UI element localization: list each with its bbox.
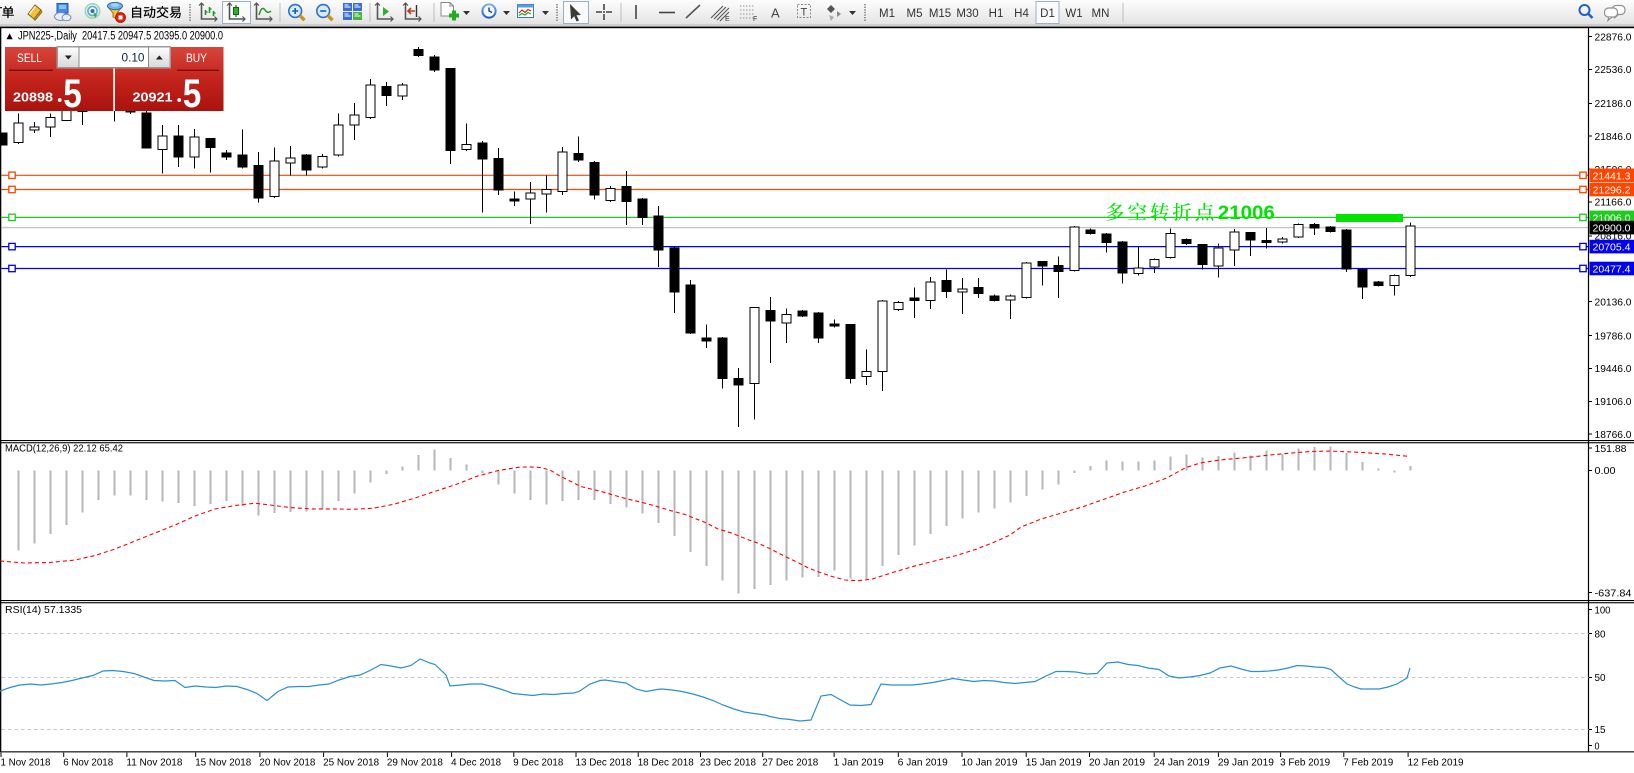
svg-text:H1: H1 (989, 8, 1004, 20)
svg-text:MACD(12,26,9) 22.12 65.42: MACD(12,26,9) 22.12 65.42 (5, 443, 123, 455)
svg-text:25 Nov 2018: 25 Nov 2018 (323, 757, 379, 769)
svg-text:T: T (801, 7, 808, 19)
svg-text:3 Feb 2019: 3 Feb 2019 (1280, 757, 1330, 769)
svg-text:20705.4: 20705.4 (1593, 242, 1631, 254)
svg-text:20477.4: 20477.4 (1593, 264, 1631, 276)
svg-text:19106.0: 19106.0 (1595, 396, 1632, 408)
svg-text:20921: 20921 (133, 90, 173, 105)
svg-text:20136.0: 20136.0 (1595, 296, 1632, 308)
svg-text:6 Jan 2019: 6 Jan 2019 (898, 757, 948, 769)
svg-text:23 Dec 2018: 23 Dec 2018 (700, 757, 756, 769)
svg-text:BUY: BUY (186, 53, 207, 65)
svg-text:24 Jan 2019: 24 Jan 2019 (1154, 757, 1210, 769)
svg-text:21006: 21006 (1218, 202, 1275, 224)
svg-text:12 Feb 2019: 12 Feb 2019 (1408, 757, 1464, 769)
svg-text:50: 50 (1595, 672, 1606, 684)
svg-text:20 Jan 2019: 20 Jan 2019 (1089, 757, 1145, 769)
svg-text:0.00: 0.00 (1595, 465, 1616, 477)
svg-text:20 Nov 2018: 20 Nov 2018 (259, 757, 315, 769)
svg-text:SELL: SELL (17, 53, 43, 65)
svg-text:29 Nov 2018: 29 Nov 2018 (387, 757, 443, 769)
svg-text:1 Nov 2018: 1 Nov 2018 (1, 757, 51, 769)
svg-text:W1: W1 (1065, 8, 1082, 20)
svg-text:80: 80 (1595, 628, 1606, 640)
svg-text:JPN225-,Daily 20417.5 20947.5: JPN225-,Daily 20417.5 20947.5 20395.0 20… (18, 31, 223, 43)
svg-text:19786.0: 19786.0 (1595, 330, 1632, 342)
svg-text:A: A (771, 6, 780, 21)
svg-text:MN: MN (1092, 8, 1110, 20)
svg-text:M30: M30 (956, 8, 978, 20)
svg-text:-637.84: -637.84 (1595, 587, 1632, 599)
svg-text:29 Jan 2019: 29 Jan 2019 (1218, 757, 1274, 769)
svg-text:6 Nov 2018: 6 Nov 2018 (63, 757, 113, 769)
svg-text:H4: H4 (1014, 8, 1029, 20)
svg-text:15: 15 (1595, 724, 1606, 736)
svg-text:13 Dec 2018: 13 Dec 2018 (576, 757, 632, 769)
svg-text:21441.3: 21441.3 (1593, 170, 1631, 182)
svg-text:E: E (725, 16, 730, 23)
svg-text:15 Jan 2019: 15 Jan 2019 (1026, 757, 1082, 769)
svg-text:0.10: 0.10 (122, 53, 145, 65)
svg-text:20900.0: 20900.0 (1593, 223, 1631, 235)
svg-text:7 Feb 2019: 7 Feb 2019 (1343, 757, 1393, 769)
svg-text:11 Nov 2018: 11 Nov 2018 (126, 757, 182, 769)
svg-text:F: F (753, 16, 757, 23)
svg-text:15 Nov 2018: 15 Nov 2018 (195, 757, 251, 769)
svg-text:20898: 20898 (13, 90, 53, 105)
svg-text:18 Dec 2018: 18 Dec 2018 (638, 757, 694, 769)
svg-text:151.88: 151.88 (1595, 443, 1627, 455)
svg-text:RSI(14) 57.1335: RSI(14) 57.1335 (5, 604, 82, 616)
svg-text:1 Jan 2019: 1 Jan 2019 (834, 757, 884, 769)
svg-text:10 Jan 2019: 10 Jan 2019 (962, 757, 1018, 769)
svg-text:M5: M5 (907, 8, 923, 20)
svg-text:22186.0: 22186.0 (1595, 98, 1632, 110)
svg-text:100: 100 (1595, 604, 1611, 616)
svg-text:M1: M1 (879, 8, 895, 20)
svg-text:22876.0: 22876.0 (1595, 31, 1632, 43)
svg-text:19446.0: 19446.0 (1595, 363, 1632, 375)
svg-text:4 Dec 2018: 4 Dec 2018 (451, 757, 501, 769)
svg-text:9 Dec 2018: 9 Dec 2018 (513, 757, 563, 769)
svg-text:5: 5 (63, 72, 81, 116)
svg-text:21846.0: 21846.0 (1595, 131, 1632, 143)
svg-text:27 Dec 2018: 27 Dec 2018 (762, 757, 818, 769)
svg-text:21296.2: 21296.2 (1593, 185, 1631, 197)
svg-text:22536.0: 22536.0 (1595, 64, 1632, 76)
svg-text:D1: D1 (1040, 8, 1055, 20)
svg-text:18766.0: 18766.0 (1595, 429, 1632, 441)
svg-text:M15: M15 (929, 8, 951, 20)
svg-text:21166.0: 21166.0 (1595, 197, 1632, 209)
svg-text:5: 5 (183, 72, 202, 116)
svg-text:0: 0 (1595, 740, 1600, 752)
